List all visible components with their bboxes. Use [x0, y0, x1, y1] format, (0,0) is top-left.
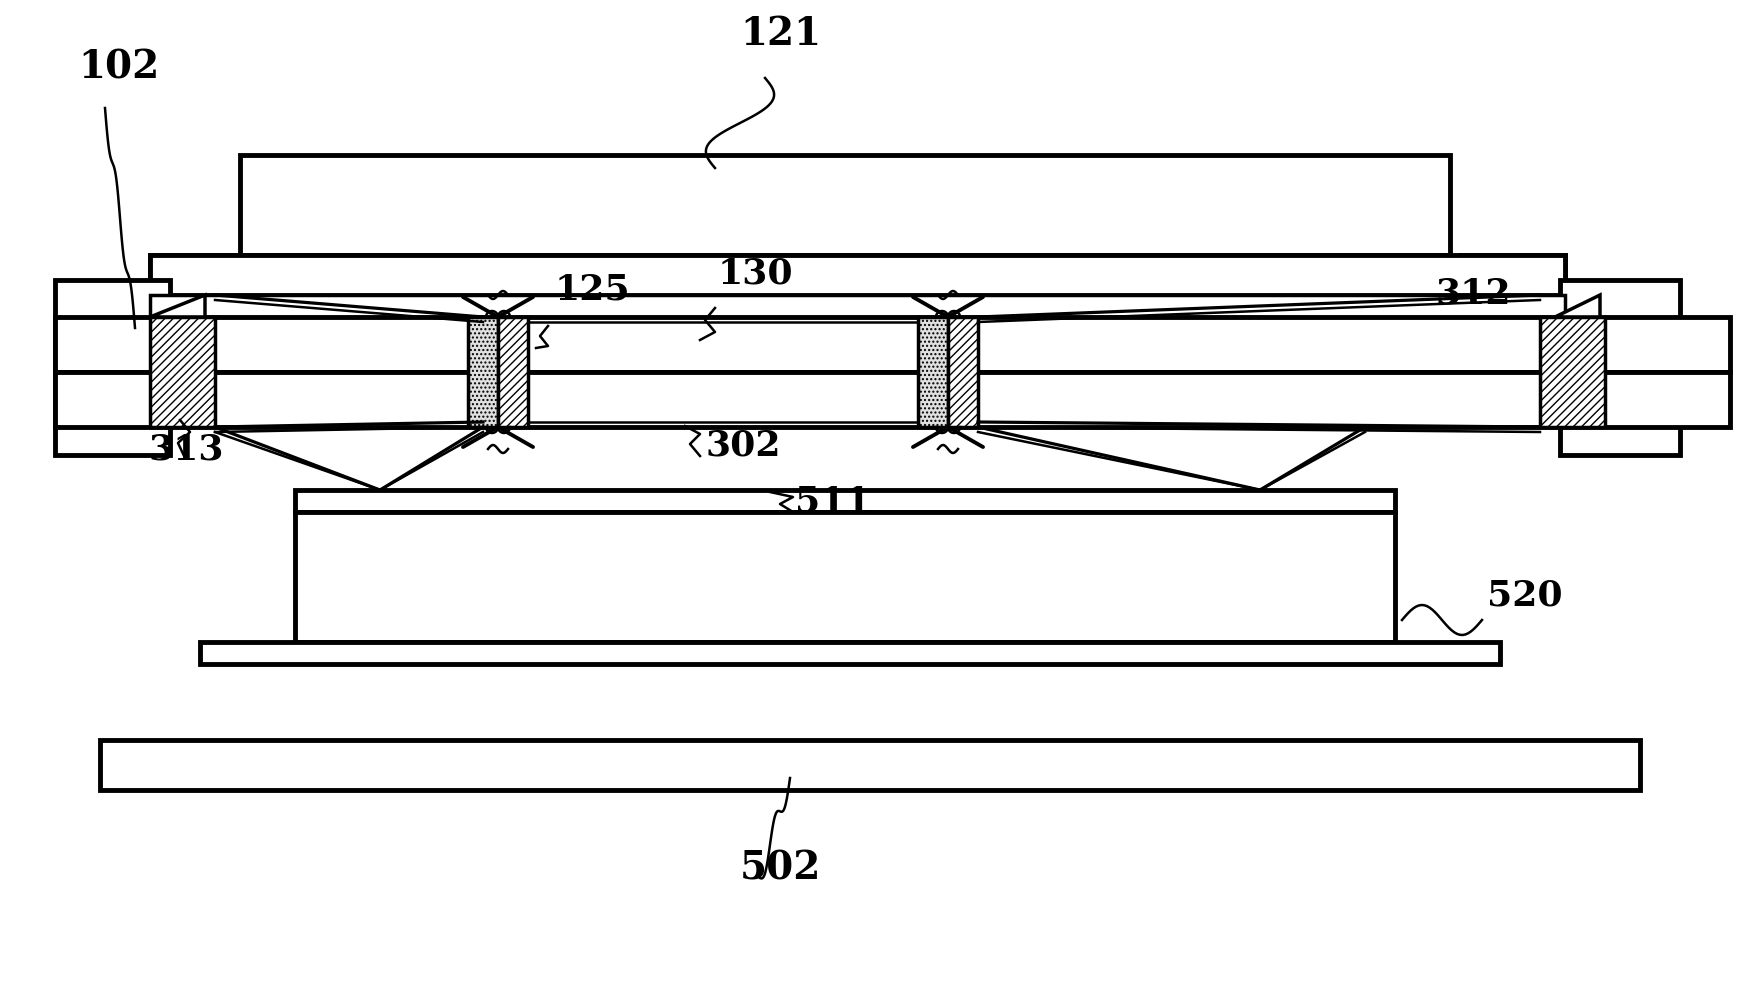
Text: 125: 125: [555, 273, 631, 307]
Bar: [295, 490, 1395, 512]
Polygon shape: [150, 295, 206, 317]
Bar: [499, 317, 528, 427]
Bar: [99, 740, 1639, 790]
Bar: [150, 255, 1564, 295]
Bar: [949, 317, 978, 427]
Bar: [467, 317, 499, 427]
Bar: [1460, 255, 1564, 295]
Text: 302: 302: [705, 429, 781, 463]
Bar: [1540, 317, 1604, 427]
Bar: [241, 155, 1449, 255]
Text: 121: 121: [739, 15, 821, 53]
Polygon shape: [1556, 295, 1599, 317]
Bar: [150, 295, 1564, 317]
Bar: [56, 372, 1730, 427]
Bar: [295, 512, 1395, 642]
Text: 520: 520: [1488, 578, 1563, 612]
Bar: [150, 317, 215, 427]
Bar: [917, 317, 949, 427]
Text: 313: 313: [148, 433, 223, 467]
Bar: [56, 280, 169, 455]
Bar: [201, 642, 1500, 664]
Text: 130: 130: [719, 256, 794, 290]
Bar: [150, 255, 249, 295]
Bar: [1559, 280, 1679, 455]
Text: 511: 511: [795, 485, 870, 519]
Text: 312: 312: [1435, 276, 1510, 310]
Bar: [56, 317, 1730, 372]
Text: 502: 502: [739, 850, 821, 888]
Text: 102: 102: [78, 48, 159, 86]
